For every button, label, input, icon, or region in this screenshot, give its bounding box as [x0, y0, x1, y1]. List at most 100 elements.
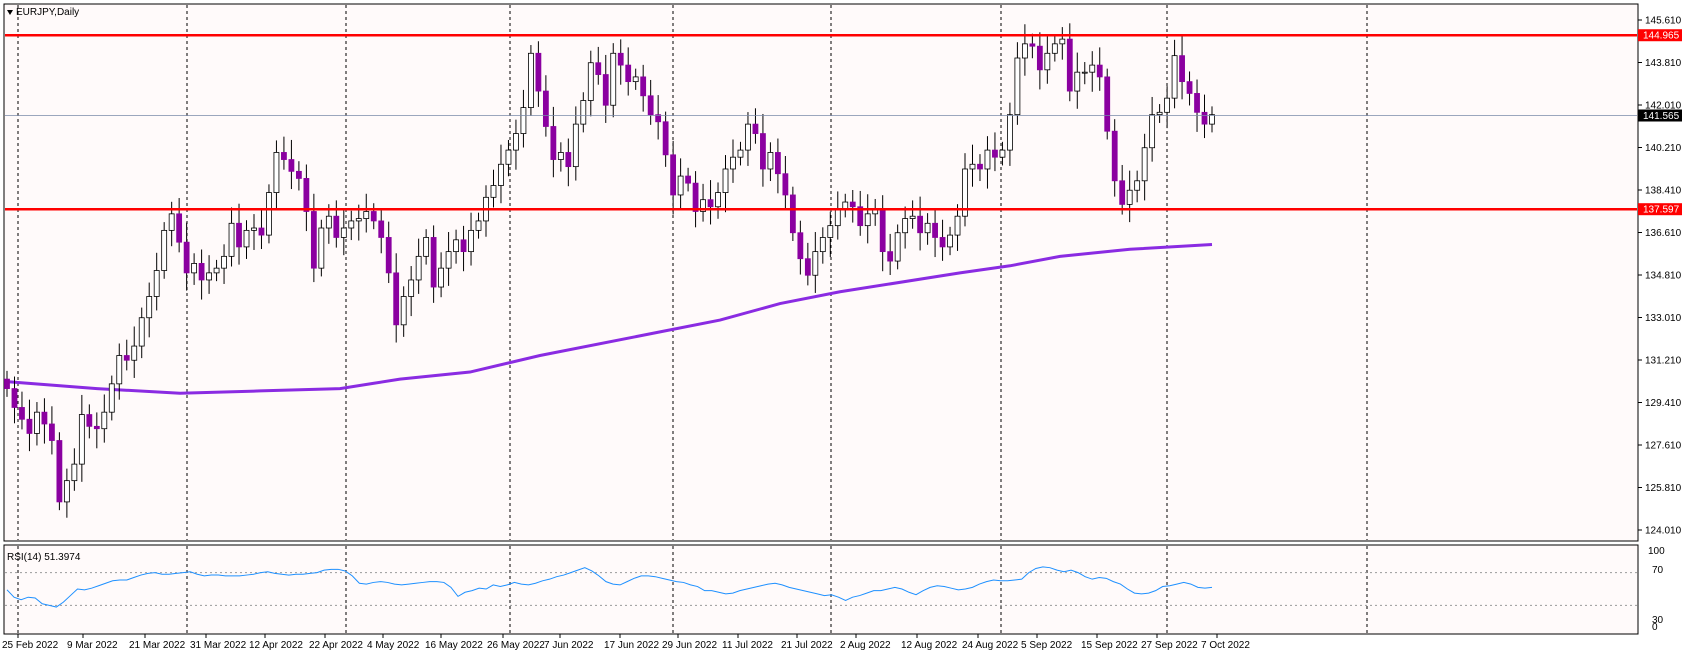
candle-body	[198, 263, 205, 281]
price-tick-label: 124.010	[1645, 526, 1682, 537]
candle-body	[1104, 76, 1111, 132]
moving-average-line	[4, 243, 1213, 395]
time-tick-label: 21 Mar 2022	[129, 640, 186, 651]
candle-body	[857, 206, 864, 227]
candle-body	[1164, 97, 1170, 113]
candle-body	[767, 152, 774, 170]
candle-body	[557, 152, 564, 160]
candle-body	[400, 296, 407, 326]
price-panel	[3, 3, 1639, 542]
moving-average	[4, 243, 1213, 395]
candle-body	[505, 149, 512, 165]
candle-body	[1186, 81, 1193, 94]
candle-body	[1209, 114, 1215, 125]
time-tick-label: 2 Aug 2022	[840, 640, 891, 651]
candle-body	[146, 296, 153, 319]
candle-body	[11, 388, 18, 408]
candle-body	[887, 251, 894, 262]
candle-body	[138, 317, 145, 347]
candle-body	[715, 192, 721, 208]
candle-body	[535, 52, 542, 92]
triangle-down-icon[interactable]	[7, 10, 13, 15]
price-tick-label: 140.210	[1645, 143, 1682, 154]
candle-body	[318, 227, 325, 269]
price-tag-upper-level-label: 144.965	[1643, 31, 1680, 42]
vertical-gridlines	[17, 5, 1368, 633]
candle-body	[730, 156, 736, 170]
candle-body	[310, 211, 317, 269]
candle-body	[894, 232, 901, 262]
candle-body	[243, 229, 250, 248]
candle-body	[902, 218, 909, 234]
candle-body	[1126, 189, 1133, 205]
candle-body	[565, 152, 572, 168]
candle-body	[932, 222, 938, 238]
candle-body	[4, 378, 10, 389]
time-tick-label: 4 May 2022	[367, 640, 420, 651]
price-tag-lower-level-label: 137.597	[1643, 205, 1680, 216]
price-tick-label: 143.810	[1645, 58, 1682, 69]
candle-body	[1119, 180, 1126, 205]
candle-body	[123, 355, 130, 361]
candle-body	[1036, 45, 1043, 71]
candle-body	[752, 123, 759, 134]
price-tag-current-label: 141.565	[1643, 111, 1680, 122]
candle-body	[625, 64, 632, 83]
candle-body	[378, 220, 385, 238]
candle-body	[692, 182, 699, 212]
candle-body	[797, 232, 804, 260]
candle-body	[266, 192, 272, 236]
price-tick-label: 129.410	[1645, 398, 1682, 409]
candle-body	[1081, 71, 1088, 74]
candle-body	[408, 279, 415, 297]
candle-body	[1051, 43, 1058, 54]
candle-body	[984, 149, 991, 170]
candle-body	[333, 215, 340, 238]
price-tick-label: 131.210	[1645, 356, 1682, 367]
candle-body	[445, 251, 452, 269]
candle-body	[41, 411, 48, 425]
price-tag-current	[1638, 109, 1682, 122]
candle-body	[595, 62, 602, 75]
candle-body	[101, 411, 108, 430]
candle-body	[281, 152, 287, 160]
candle-body	[93, 425, 100, 430]
candle-body	[49, 423, 55, 441]
candle-body	[1149, 114, 1156, 149]
time-tick-label: 17 Jun 2022	[604, 640, 659, 651]
candlesticks	[4, 23, 1215, 518]
candle-body	[303, 178, 310, 212]
candle-body	[617, 52, 624, 66]
candle-body	[827, 225, 834, 238]
candle-body	[370, 211, 377, 222]
time-axis: 25 Feb 2022 9 Mar 2022 21 Mar 2022 31 Mar 2…	[2, 634, 1250, 651]
candle-body	[475, 220, 482, 231]
candle-body	[655, 114, 662, 123]
candle-body	[632, 76, 639, 83]
rsi-line	[6, 566, 1213, 608]
candle-body	[737, 149, 744, 158]
time-tick-label: 31 Mar 2022	[190, 640, 247, 651]
candle-body	[782, 173, 789, 196]
time-tick-label: 29 Jun 2022	[662, 640, 717, 651]
candle-body	[939, 237, 946, 248]
candle-body	[542, 90, 549, 127]
candle-body	[528, 52, 534, 108]
candle-body	[602, 74, 609, 106]
candle-body	[962, 168, 968, 217]
candle-body	[1179, 55, 1185, 83]
time-tick-label: 9 Mar 2022	[67, 640, 118, 651]
price-tick-label: 136.610	[1645, 228, 1682, 239]
candle-body	[1007, 114, 1013, 151]
candle-body	[34, 411, 40, 434]
candle-body	[999, 149, 1006, 158]
candle-body	[572, 123, 579, 168]
candle-body	[954, 215, 961, 236]
time-tick-label: 12 Aug 2022	[901, 640, 958, 651]
candle-body	[1111, 130, 1118, 182]
candle-body	[849, 201, 856, 208]
candle-body	[251, 227, 257, 231]
candle-body	[550, 126, 557, 160]
candle-body	[468, 229, 474, 253]
candle-body	[221, 255, 227, 269]
